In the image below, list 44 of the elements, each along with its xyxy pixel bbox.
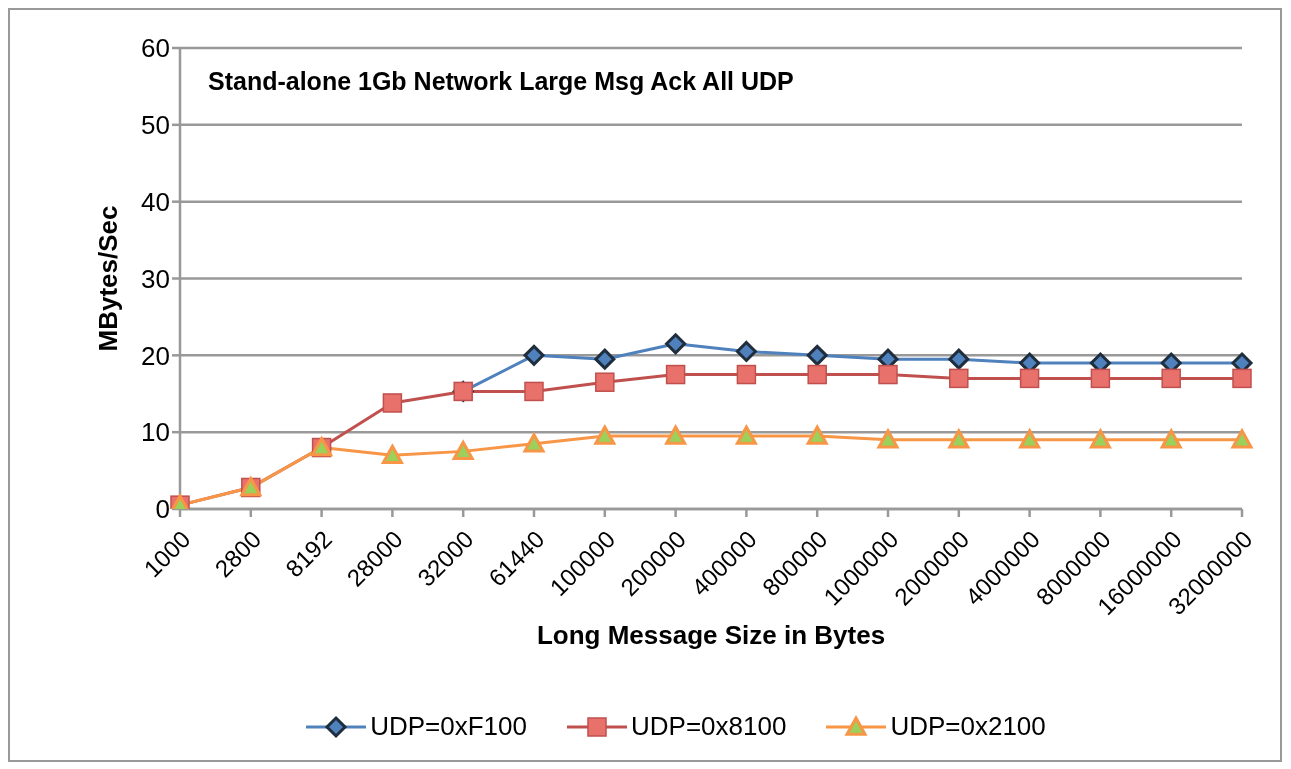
point <box>948 348 970 370</box>
point <box>595 372 615 392</box>
point <box>1089 429 1111 449</box>
point <box>1232 368 1252 389</box>
point <box>594 425 616 445</box>
point <box>1019 368 1040 389</box>
y-tick-label: 30 <box>141 263 170 294</box>
point <box>382 393 403 413</box>
y-tick-label: 50 <box>141 110 170 141</box>
y-tick-label: 60 <box>141 33 170 64</box>
point <box>594 348 616 370</box>
y-tick-label: 10 <box>141 417 170 448</box>
point <box>735 425 757 445</box>
point <box>665 333 687 355</box>
point <box>949 368 969 389</box>
point <box>736 364 757 385</box>
point <box>665 364 686 385</box>
point <box>524 381 544 402</box>
point <box>1161 368 1181 389</box>
y-axis-title: MBytes/Sec <box>93 205 124 352</box>
y-tick-label: 20 <box>141 340 170 371</box>
point <box>878 364 898 385</box>
point <box>807 364 827 385</box>
legend-label: UDP=0x8100 <box>631 711 787 742</box>
point <box>1090 368 1111 389</box>
point <box>806 344 828 366</box>
point <box>806 425 828 445</box>
point <box>523 433 545 453</box>
point <box>948 429 970 449</box>
point <box>1160 429 1182 449</box>
point <box>877 429 899 449</box>
point <box>452 440 474 461</box>
point <box>665 425 687 445</box>
legend-label: UDP=0xF100 <box>370 711 528 742</box>
point <box>523 344 545 366</box>
point <box>735 340 757 362</box>
text: Stand-alone 1Gb Network Large Msg Ack All UDP <box>208 67 794 95</box>
x-axis-title: Long Message Size in Bytes <box>536 620 886 650</box>
y-tick-label: 0 <box>155 494 170 525</box>
y-tick-label: 40 <box>141 186 170 217</box>
point <box>1019 429 1041 449</box>
point <box>381 444 403 464</box>
legend-label: UDP=0x2100 <box>890 711 1046 742</box>
point <box>1231 429 1253 449</box>
